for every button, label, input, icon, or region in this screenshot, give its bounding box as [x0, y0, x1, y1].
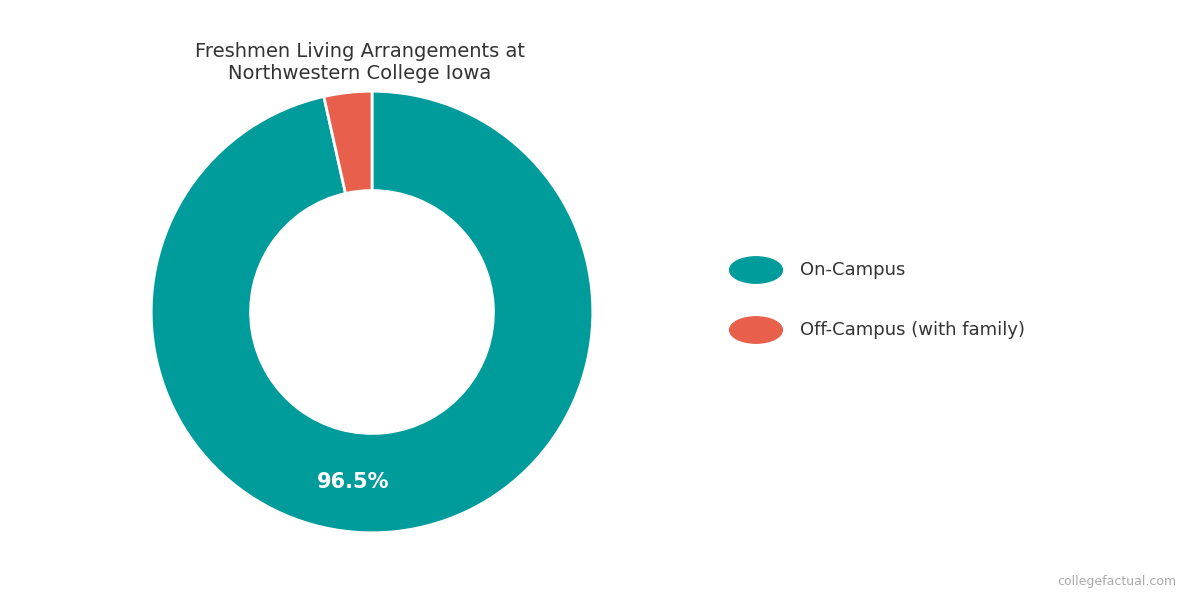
Text: Off-Campus (with family): Off-Campus (with family): [800, 321, 1026, 339]
Text: collegefactual.com: collegefactual.com: [1057, 575, 1176, 588]
Text: On-Campus: On-Campus: [800, 261, 906, 279]
Text: Freshmen Living Arrangements at
Northwestern College Iowa: Freshmen Living Arrangements at Northwes…: [194, 42, 526, 83]
Wedge shape: [151, 91, 593, 533]
Wedge shape: [324, 91, 372, 193]
Text: 96.5%: 96.5%: [317, 472, 390, 492]
